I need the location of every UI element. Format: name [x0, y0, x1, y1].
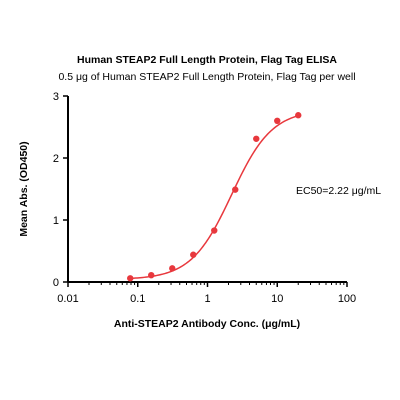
- x-tick-label: 100: [338, 293, 356, 305]
- x-tick-label: 0.01: [57, 293, 78, 305]
- x-tick-label: 1: [204, 293, 210, 305]
- ec50-annotation: EC50=2.22 μg/mL: [296, 185, 381, 197]
- y-tick-label: 1: [53, 215, 59, 227]
- data-point: [274, 117, 281, 125]
- y-tick-label: 2: [53, 153, 59, 165]
- y-tick-label: 3: [53, 91, 59, 103]
- data-point: [211, 227, 218, 234]
- data-point: [127, 275, 134, 282]
- data-point: [190, 251, 197, 258]
- data-point: [148, 271, 155, 279]
- fit-curve-line: [130, 114, 299, 280]
- y-axis-label: Mean Abs. (OD450): [18, 141, 30, 236]
- data-point: [232, 186, 239, 193]
- x-axis-label: Anti-STEAP2 Antibody Conc. (μg/mL): [114, 318, 300, 330]
- x-tick-label: 10: [271, 293, 283, 305]
- y-tick-label: 0: [53, 277, 59, 289]
- data-point: [169, 265, 176, 272]
- plot-area: 0.01 0.1 1 10 100 0 1 2 3: [53, 91, 356, 305]
- x-tick-label: 0.1: [130, 293, 145, 305]
- data-point: [295, 112, 302, 119]
- chart-title: Human STEAP2 Full Length Protein, Flag T…: [77, 54, 337, 66]
- data-point: [253, 135, 260, 142]
- chart-subtitle: 0.5 μg of Human STEAP2 Full Length Prote…: [58, 71, 355, 83]
